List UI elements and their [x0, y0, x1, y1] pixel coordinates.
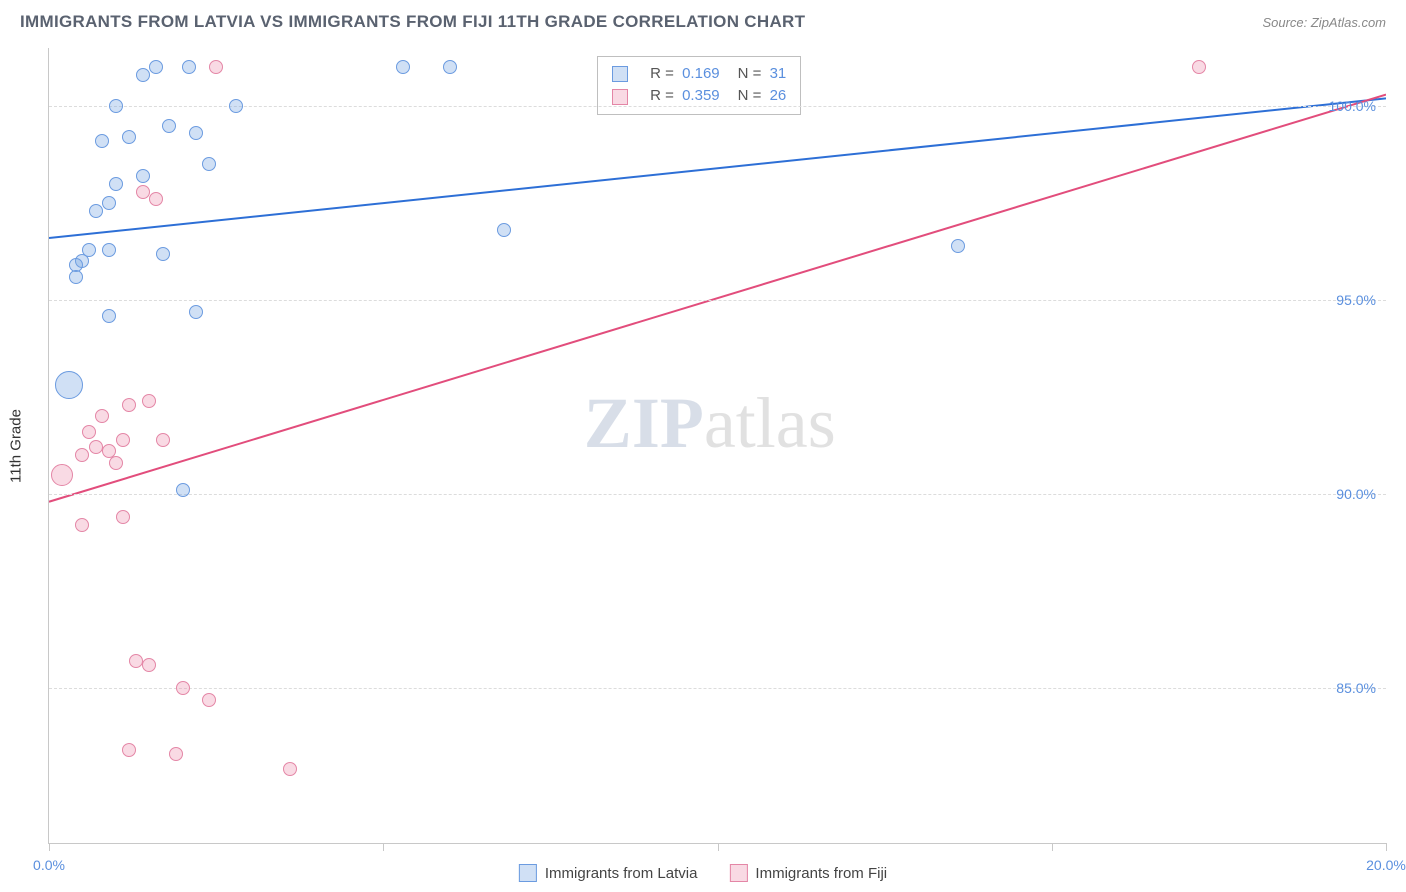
- watermark: ZIPatlas: [584, 382, 836, 465]
- data-point: [116, 433, 130, 447]
- y-tick-label: 90.0%: [1336, 486, 1376, 502]
- x-tick: [1386, 843, 1387, 851]
- chart-source: Source: ZipAtlas.com: [1262, 15, 1386, 30]
- data-point: [122, 398, 136, 412]
- data-point: [443, 60, 457, 74]
- trend-line: [49, 95, 1386, 502]
- data-point: [75, 518, 89, 532]
- data-point: [89, 440, 103, 454]
- data-point: [109, 177, 123, 191]
- x-tick-label: 0.0%: [33, 857, 65, 873]
- data-point: [69, 270, 83, 284]
- data-point: [102, 196, 116, 210]
- data-point: [229, 99, 243, 113]
- data-point: [82, 243, 96, 257]
- data-point: [109, 456, 123, 470]
- data-point: [162, 119, 176, 133]
- data-point: [102, 309, 116, 323]
- data-point: [176, 483, 190, 497]
- data-point: [182, 60, 196, 74]
- data-point: [51, 464, 73, 486]
- data-point: [189, 305, 203, 319]
- data-point: [95, 134, 109, 148]
- legend-item: Immigrants from Fiji: [729, 864, 887, 882]
- x-tick: [49, 843, 50, 851]
- n-value: 26: [765, 87, 786, 104]
- gridline: [49, 494, 1386, 495]
- data-point: [129, 654, 143, 668]
- data-point: [109, 99, 123, 113]
- data-point: [142, 658, 156, 672]
- n-value: 31: [765, 65, 786, 82]
- x-tick: [1052, 843, 1053, 851]
- chart-title: IMMIGRANTS FROM LATVIA VS IMMIGRANTS FRO…: [20, 12, 805, 32]
- data-point: [136, 169, 150, 183]
- legend-swatch: [729, 864, 747, 882]
- gridline: [49, 688, 1386, 689]
- data-point: [156, 433, 170, 447]
- gridline: [49, 106, 1386, 107]
- data-point: [136, 68, 150, 82]
- data-point: [156, 247, 170, 261]
- stats-row: R = 0.169N = 31: [612, 63, 786, 86]
- stats-swatch: [612, 89, 628, 105]
- data-point: [951, 239, 965, 253]
- data-point: [136, 185, 150, 199]
- y-axis-label: 11th Grade: [8, 409, 25, 483]
- y-tick-label: 85.0%: [1336, 680, 1376, 696]
- data-point: [95, 409, 109, 423]
- data-point: [122, 130, 136, 144]
- data-point: [75, 448, 89, 462]
- stats-row: R = 0.359N = 26: [612, 85, 786, 108]
- data-point: [122, 743, 136, 757]
- data-point: [55, 371, 83, 399]
- data-point: [149, 192, 163, 206]
- legend: Immigrants from Latvia Immigrants from Fi…: [519, 864, 887, 882]
- x-tick: [383, 843, 384, 851]
- data-point: [396, 60, 410, 74]
- stats-swatch: [612, 66, 628, 82]
- data-point: [176, 681, 190, 695]
- y-tick-label: 100.0%: [1329, 98, 1376, 114]
- x-tick: [718, 843, 719, 851]
- data-point: [169, 747, 183, 761]
- data-point: [209, 60, 223, 74]
- legend-label: Immigrants from Latvia: [545, 865, 698, 882]
- data-point: [202, 157, 216, 171]
- data-point: [1192, 60, 1206, 74]
- r-value: 0.169: [678, 65, 720, 82]
- data-point: [102, 243, 116, 257]
- data-point: [283, 762, 297, 776]
- legend-swatch: [519, 864, 537, 882]
- data-point: [149, 60, 163, 74]
- y-tick-label: 95.0%: [1336, 292, 1376, 308]
- data-point: [189, 126, 203, 140]
- data-point: [202, 693, 216, 707]
- data-point: [89, 204, 103, 218]
- data-point: [116, 510, 130, 524]
- x-tick-label: 20.0%: [1366, 857, 1406, 873]
- legend-item: Immigrants from Latvia: [519, 864, 698, 882]
- gridline: [49, 300, 1386, 301]
- trend-line: [49, 98, 1386, 238]
- data-point: [497, 223, 511, 237]
- data-point: [82, 425, 96, 439]
- data-point: [142, 394, 156, 408]
- scatter-chart: ZIPatlas R = 0.169N = 31R = 0.359N = 26 …: [48, 48, 1386, 844]
- legend-label: Immigrants from Fiji: [755, 865, 887, 882]
- r-value: 0.359: [678, 87, 720, 104]
